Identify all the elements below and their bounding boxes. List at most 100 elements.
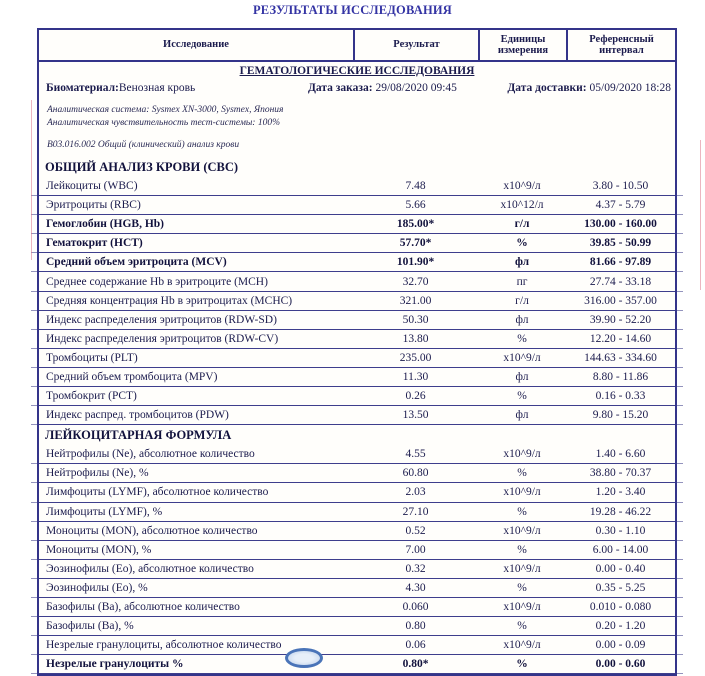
scan-artifact-line	[31, 100, 32, 260]
table-row: Нейтрофилы (Ne), абсолютное количество 4…	[31, 445, 683, 465]
column-header-reference: Референсный интервал	[566, 30, 675, 60]
table-row: Лейкоциты (WBC) 7.48 x10^9/л 3.80 - 10.5…	[31, 177, 683, 197]
test-result: 4.55	[405, 448, 426, 461]
reference-interval: 6.00 - 14.00	[592, 543, 649, 556]
table-row: Тромбоциты (PLT) 235.00 x10^9/л 144.63 -…	[31, 349, 683, 369]
order-date-label: Дата заказа:	[308, 82, 373, 94]
test-result: 0.80	[405, 620, 426, 633]
test-units: фл	[515, 370, 529, 383]
test-units: %	[517, 620, 527, 633]
test-units: %	[517, 543, 527, 556]
test-name: Индекс распред. тромбоцитов (PDW)	[46, 409, 229, 422]
test-name: Эритроциты (RBC)	[46, 199, 141, 212]
test-name: Средний объем тромбоцита (MPV)	[46, 370, 218, 383]
table-row: Индекс распределения эритроцитов (RDW-SD…	[31, 311, 683, 330]
test-name: Индекс распределения эритроцитов (RDW-SD…	[46, 313, 277, 326]
test-units: %	[516, 237, 528, 250]
table-row: Моноциты (MON), % 7.00 % 6.00 - 14.00	[31, 541, 683, 560]
table-row: Базофилы (Ba), % 0.80 % 0.20 - 1.20	[31, 617, 683, 637]
reference-interval: 0.16 - 0.33	[595, 390, 646, 403]
test-units: %	[517, 332, 527, 345]
test-name: Моноциты (MON), абсолютное количество	[46, 524, 258, 537]
test-result: 57.70*	[399, 237, 432, 250]
test-units: x10^9/л	[503, 486, 541, 499]
reference-interval: 0.35 - 5.25	[595, 581, 646, 594]
test-units: г/л	[514, 218, 530, 231]
section-header-row: ОБЩИЙ АНАЛИЗ КРОВИ (CBC)	[39, 157, 675, 177]
test-name: Гемоглобин (HGB, Hb)	[46, 218, 165, 231]
table-row: Незрелые гранулоциты, абсолютное количес…	[31, 636, 683, 656]
section-title: ЛЕЙКОЦИТАРНАЯ ФОРМУЛА	[45, 427, 232, 442]
test-result: 13.50	[402, 409, 429, 422]
test-name: Эозинофилы (Eo), абсолютное количество	[46, 562, 254, 575]
test-units: %	[516, 658, 528, 671]
test-units: %	[517, 467, 527, 480]
hematology-group-title: ГЕМАТОЛОГИЧЕСКИЕ ИССЛЕДОВАНИЯ	[239, 65, 475, 77]
delivery-date-value: 05/09/2020 18:28	[589, 82, 671, 94]
reference-interval: 81.66 - 97.89	[589, 256, 652, 269]
test-name: Моноциты (MON), %	[46, 543, 152, 556]
test-result: 2.03	[405, 486, 426, 499]
reference-interval: 130.00 - 160.00	[584, 218, 657, 231]
reference-interval: 1.40 - 6.60	[595, 448, 646, 461]
test-units: x10^9/л	[503, 524, 541, 537]
table-row: Лимфоциты (LYMF), абсолютное количество …	[31, 483, 683, 503]
reference-interval: 39.90 - 52.20	[589, 313, 652, 326]
page-title: РЕЗУЛЬТАТЫ ИССЛЕДОВАНИЯ	[252, 3, 453, 17]
table-row: Среднее содержание Hb в эритроците (MCH)…	[31, 272, 683, 292]
table-row: Средний объем эритроцита (MCV) 101.90* ф…	[31, 253, 683, 273]
test-result: 101.90*	[396, 256, 435, 269]
test-result: 0.80*	[402, 658, 429, 671]
biomaterial-field: Биоматериал:Венозная кровь	[46, 81, 308, 96]
test-result: 7.00	[405, 543, 426, 556]
reference-interval: 0.00 - 0.60	[595, 658, 646, 671]
test-result: 4.30	[405, 581, 426, 594]
order-date-value: 29/08/2020 09:45	[375, 82, 457, 94]
table-row: Лимфоциты (LYMF), % 27.10 % 19.28 - 46.2…	[31, 503, 683, 522]
test-name: Эозинофилы (Eo), %	[46, 581, 148, 594]
table-row: Гемоглобин (HGB, Hb) 185.00* г/л 130.00 …	[31, 215, 683, 235]
test-result: 27.10	[402, 505, 429, 518]
reference-interval: 4.37 - 5.79	[595, 199, 646, 212]
reference-interval: 0.010 - 0.080	[589, 601, 652, 614]
table-row: Тромбокрит (PCT) 0.26 % 0.16 - 0.33	[31, 387, 683, 407]
test-result: 0.26	[405, 390, 426, 403]
test-units: x10^12/л	[500, 199, 544, 212]
delivery-date-label: Дата доставки:	[507, 82, 587, 94]
reference-interval: 9.80 - 15.20	[592, 409, 649, 422]
table-row: Моноциты (MON), абсолютное количество 0.…	[31, 522, 683, 541]
test-result: 50.30	[402, 313, 429, 326]
test-units: %	[517, 390, 527, 403]
test-result: 0.52	[405, 524, 426, 537]
test-units: %	[517, 505, 527, 518]
test-units: x10^9/л	[503, 562, 541, 575]
test-name: Тромбоциты (PLT)	[46, 351, 138, 364]
reference-interval: 19.28 - 46.22	[589, 505, 652, 518]
table-row: Гематокрит (HCT) 57.70* % 39.85 - 50.99	[31, 234, 683, 254]
test-result: 0.32	[405, 562, 426, 575]
table-row: Индекс распределения эритроцитов (RDW-CV…	[31, 330, 683, 349]
reference-interval: 0.20 - 1.20	[595, 620, 646, 633]
test-name: Нейтрофилы (Ne), %	[46, 467, 149, 480]
test-units: пг	[516, 275, 528, 288]
table-row: Средняя концентрация Hb в эритроцитах (M…	[31, 292, 683, 311]
order-date-field: Дата заказа: 29/08/2020 09:45	[308, 81, 507, 96]
section-header-row: ЛЕЙКОЦИТАРНАЯ ФОРМУЛА	[39, 425, 675, 445]
scan-artifact-line	[700, 140, 701, 290]
test-units: фл	[515, 409, 529, 422]
test-result: 11.30	[402, 370, 429, 383]
test-units: x10^9/л	[503, 180, 541, 193]
test-name: Незрелые гранулоциты, абсолютное количес…	[46, 639, 282, 652]
results-table: Исследование Результат Единицы измерения…	[31, 28, 683, 676]
test-units: x10^9/л	[503, 639, 541, 652]
reference-interval: 144.63 - 334.60	[584, 351, 657, 364]
stamp-seal-partial	[285, 648, 323, 668]
reference-interval: 0.00 - 0.40	[595, 562, 646, 575]
biomaterial-label: Биоматериал:	[46, 82, 119, 94]
test-name: Нейтрофилы (Ne), абсолютное количество	[46, 448, 255, 461]
column-header-test: Исследование	[163, 39, 229, 51]
reference-interval: 3.80 - 10.50	[592, 180, 649, 193]
reference-interval: 12.20 - 14.60	[589, 332, 652, 345]
test-result: 13.80	[402, 332, 429, 345]
specimen-info-row: Биоматериал:Венозная кровь Дата заказа: …	[39, 78, 675, 98]
